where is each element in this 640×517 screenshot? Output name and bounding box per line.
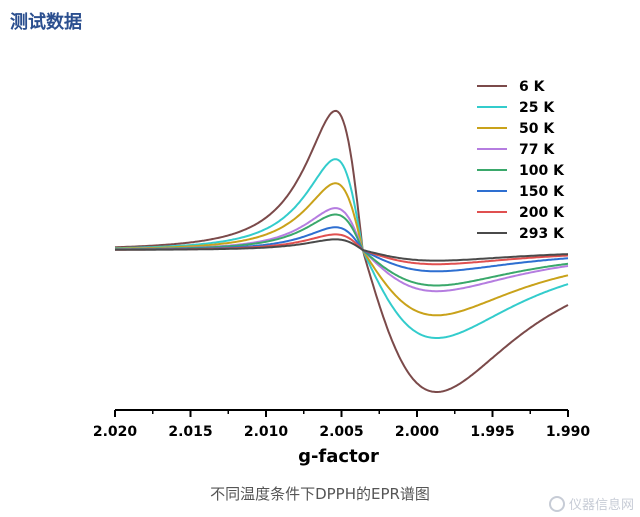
- series-line-25k: [115, 158, 569, 339]
- legend-label: 150 K: [519, 184, 565, 200]
- legend-label: 6 K: [519, 79, 546, 95]
- x-axis-label: g-factor: [298, 446, 379, 467]
- watermark-text: 仪器信息网: [568, 498, 634, 513]
- x-tick-label: 2.015: [168, 424, 212, 440]
- series-line-6k: [114, 109, 569, 393]
- x-tick-label: 1.990: [546, 424, 591, 440]
- x-tick-label: 1.995: [470, 424, 514, 440]
- legend-label: 293 K: [519, 226, 565, 242]
- legend-label: 100 K: [519, 163, 565, 179]
- watermark: 仪器信息网: [548, 494, 634, 513]
- logo-icon: [548, 495, 565, 512]
- epr-chart: 2.020 2.015 2.010 2.005 2.000 1.995 1.990 g-fac…: [93, 79, 591, 467]
- x-tick-label: 2.005: [319, 424, 363, 440]
- section-title: 测试数据: [10, 12, 82, 33]
- series-line-293k: [115, 238, 569, 262]
- legend-label: 25 K: [519, 100, 555, 116]
- legend-label: 50 K: [519, 121, 555, 137]
- series-line-50k: [115, 182, 569, 317]
- legend-label: 200 K: [519, 205, 565, 221]
- x-tick-label: 2.010: [244, 424, 289, 440]
- x-tick-label: 2.000: [395, 424, 440, 440]
- x-tick-label: 2.020: [93, 424, 138, 440]
- legend-label: 77 K: [519, 142, 555, 158]
- figure-caption: 不同温度条件下DPPH的EPR谱图: [210, 485, 430, 503]
